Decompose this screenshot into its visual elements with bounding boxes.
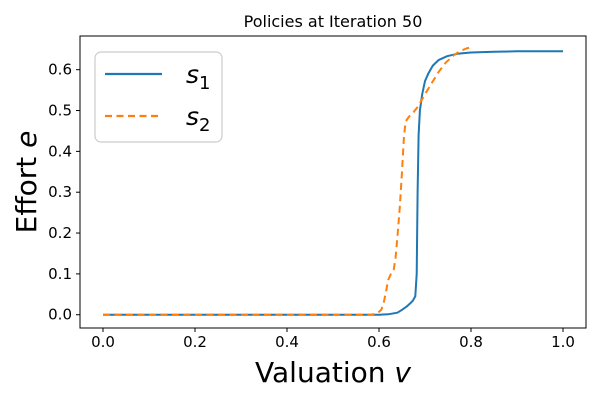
x-tick-label: 1.0 — [551, 333, 575, 351]
series-line-s1 — [103, 50, 563, 316]
y-axis-label-text: Effort — [10, 148, 43, 234]
x-axis-ticks: 0.0 0.2 0.4 0.6 0.8 1.0 — [91, 328, 575, 351]
x-axis-label-variable: v — [394, 356, 411, 389]
x-axis-label-text: Valuation — [255, 356, 394, 389]
x-tick-label: 0.4 — [275, 333, 299, 351]
x-tick-label: 0.8 — [459, 333, 483, 351]
y-tick-label: 0.2 — [48, 224, 72, 242]
y-tick-label: 0.4 — [48, 142, 72, 160]
x-tick-label: 0.6 — [367, 333, 391, 351]
y-axis-ticks: 0.0 0.1 0.2 0.3 0.4 0.5 0.6 — [48, 61, 80, 324]
y-tick-label: 0.0 — [48, 306, 72, 324]
chart-title: Policies at Iteration 50 — [244, 12, 423, 31]
x-tick-label: 0.0 — [91, 333, 115, 351]
y-tick-label: 0.1 — [48, 265, 72, 283]
legend-label-s1: s1 — [186, 60, 210, 94]
y-axis-label-variable: e — [10, 131, 43, 148]
legend-label-s2: s2 — [186, 102, 210, 136]
series-lines — [103, 46, 563, 316]
series-line-s2 — [103, 46, 472, 316]
y-tick-label: 0.5 — [48, 102, 72, 120]
y-tick-label: 0.3 — [48, 183, 72, 201]
y-axis-label: Effort e — [10, 131, 43, 234]
y-tick-label: 0.6 — [48, 61, 72, 79]
x-axis-label: Valuation v — [255, 356, 411, 389]
x-tick-label: 0.2 — [183, 333, 207, 351]
